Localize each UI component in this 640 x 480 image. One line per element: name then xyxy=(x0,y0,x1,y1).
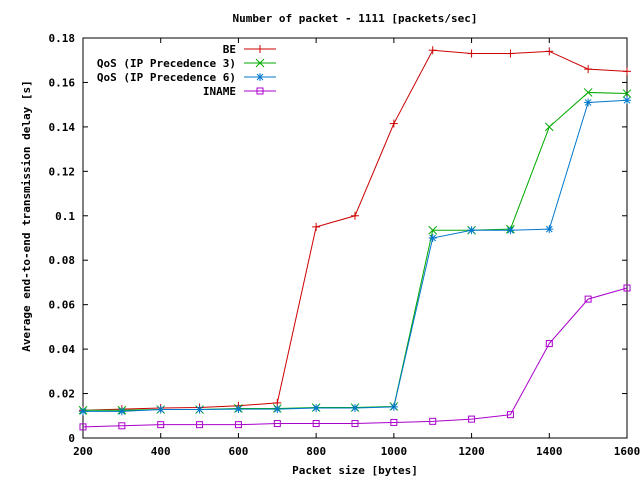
data-point xyxy=(468,415,476,423)
data-point xyxy=(545,340,553,348)
x-tick-label: 400 xyxy=(151,445,171,458)
data-point xyxy=(195,405,204,414)
data-point xyxy=(545,47,554,56)
legend-marker xyxy=(256,87,264,95)
y-axis-label: Average end-to-end transmission delay [s… xyxy=(20,80,33,352)
y-tick-label: 0.1 xyxy=(55,210,75,223)
legend-marker xyxy=(255,58,265,68)
series-line xyxy=(82,287,628,428)
data-point xyxy=(312,420,320,428)
axis-ticks: 200 400 600 800 1000 1200 1400 1600 0 0.02 0.04 0.0… xyxy=(49,32,640,458)
legend-label: QoS (IP Precedence 6) xyxy=(97,71,236,84)
series-3 xyxy=(79,96,631,416)
x-axis-label: Packet size [bytes] xyxy=(292,464,418,477)
data-point xyxy=(118,422,126,430)
y-tick-label: 0.18 xyxy=(49,32,76,45)
data-point xyxy=(506,49,515,58)
data-point xyxy=(467,49,476,58)
y-tick-label: 0.14 xyxy=(49,121,76,134)
data-point xyxy=(429,417,437,425)
legend-label: INAME xyxy=(203,85,236,98)
x-tick-label: 1400 xyxy=(536,445,563,458)
data-point xyxy=(156,405,165,414)
legend-marker xyxy=(256,45,264,53)
data-point xyxy=(234,405,243,414)
plot-frame xyxy=(82,37,628,439)
data-point xyxy=(584,295,592,303)
data-point xyxy=(273,405,282,414)
data-point xyxy=(196,421,204,429)
x-tick-label: 1600 xyxy=(614,445,640,458)
legend-label: QoS (IP Precedence 3) xyxy=(97,57,236,70)
data-point xyxy=(623,284,631,292)
y-tick-label: 0.06 xyxy=(49,299,76,312)
legend-marker xyxy=(256,73,264,81)
data-point xyxy=(157,421,165,429)
data-point xyxy=(623,67,631,76)
x-tick-label: 1000 xyxy=(381,445,408,458)
data-point xyxy=(312,222,321,231)
data-point xyxy=(79,407,87,416)
data-point xyxy=(623,96,631,105)
data-point xyxy=(428,234,437,242)
legend-label: BE xyxy=(223,43,236,56)
x-tick-label: 1200 xyxy=(458,445,485,458)
data-point xyxy=(428,46,437,55)
y-tick-label: 0.12 xyxy=(49,165,76,178)
x-tick-label: 600 xyxy=(228,445,248,458)
data-point xyxy=(351,211,359,220)
data-point xyxy=(389,119,398,128)
data-point xyxy=(544,122,554,132)
data-point xyxy=(622,89,632,98)
y-tick-label: 0.08 xyxy=(49,254,76,267)
data-point xyxy=(584,65,593,74)
series-line xyxy=(82,49,628,411)
y-tick-label: 0.04 xyxy=(49,343,76,356)
series-layer xyxy=(78,46,632,431)
data-point xyxy=(428,225,438,235)
series-line xyxy=(83,91,628,411)
data-point xyxy=(234,421,242,429)
data-point xyxy=(390,418,398,426)
y-tick-label: 0.16 xyxy=(49,76,76,89)
data-point xyxy=(389,402,398,411)
data-point xyxy=(351,420,359,428)
x-tick-label: 200 xyxy=(73,445,93,458)
x-tick-label: 800 xyxy=(306,445,326,458)
data-point xyxy=(351,404,359,412)
series-2 xyxy=(78,88,632,415)
series-line xyxy=(83,99,628,412)
data-point xyxy=(545,225,554,234)
y-tick-label: 0 xyxy=(68,432,75,445)
chart-title: Number of packet - 1111 [packets/sec] xyxy=(232,12,477,25)
data-point xyxy=(506,411,514,419)
data-point xyxy=(79,423,87,431)
data-point xyxy=(506,226,515,235)
y-tick-label: 0.02 xyxy=(49,388,76,401)
data-point xyxy=(312,404,321,412)
data-point xyxy=(117,407,126,416)
data-point xyxy=(467,226,476,235)
series-4 xyxy=(79,284,631,431)
data-point xyxy=(584,98,593,107)
data-point xyxy=(273,420,281,428)
data-point xyxy=(583,88,593,97)
